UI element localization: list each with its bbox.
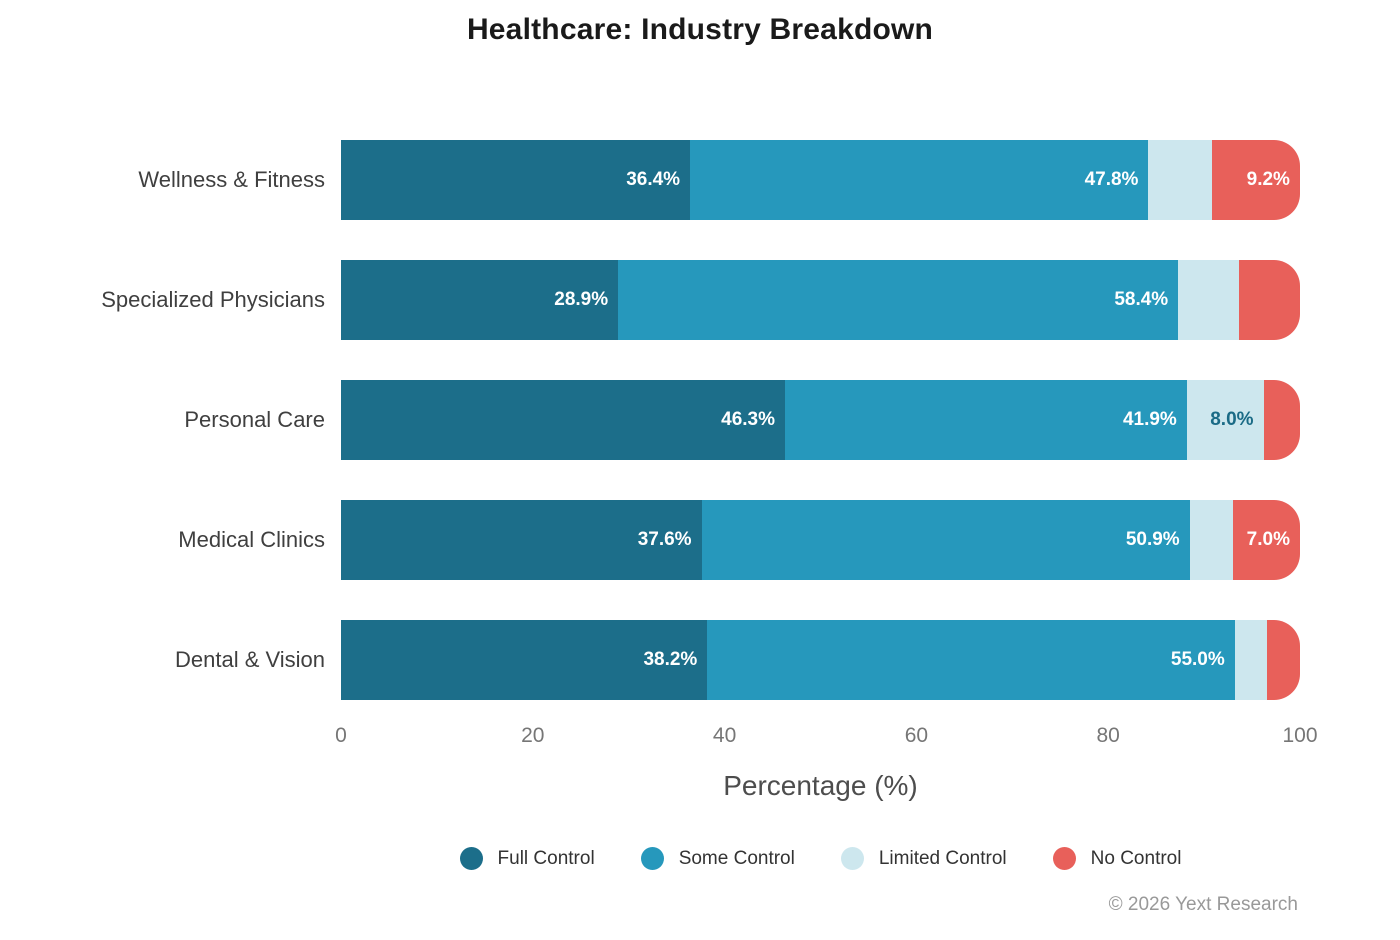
- x-tick: 60: [904, 724, 929, 747]
- bar-segment-no-control: [1263, 380, 1300, 460]
- bar-segment-some-control: 41.9%: [785, 380, 1187, 460]
- x-tick: 20: [521, 724, 545, 747]
- bar-value-label: 9.2%: [1246, 169, 1290, 190]
- legend-item-no-control: No Control: [1052, 847, 1182, 870]
- copyright-note: © 2026 Yext Research: [1108, 894, 1298, 915]
- legend-label: Full Control: [497, 847, 595, 869]
- category-label: Wellness & Fitness: [138, 167, 325, 192]
- bar-segment-limited-control: [1178, 260, 1239, 340]
- legend-item-limited-control: Limited Control: [840, 847, 1007, 870]
- stacked-bar: 37.6% 50.9% 7.0%: [341, 500, 1300, 580]
- x-tick: 80: [1096, 724, 1120, 747]
- bar-value-label: 46.3%: [721, 409, 776, 430]
- bar-segment-limited-control: 8.0%: [1186, 380, 1264, 460]
- legend-item-some-control: Some Control: [640, 847, 795, 870]
- x-axis-label: Percentage (%): [723, 770, 918, 801]
- bar-value-label: 28.9%: [554, 289, 609, 310]
- x-tick: 40: [712, 724, 737, 747]
- category-label: Personal Care: [184, 407, 325, 432]
- bar-segment-limited-control: [1234, 620, 1268, 700]
- x-tick: 0: [335, 724, 347, 747]
- bar-segment-limited-control: [1189, 500, 1233, 580]
- bar-segment-some-control: 58.4%: [618, 260, 1179, 340]
- bar-row: Dental & Vision 38.2% 55.0%: [0, 620, 1300, 700]
- bar-value-label: 47.8%: [1084, 169, 1139, 190]
- bar-segment-full-control: 37.6%: [341, 500, 702, 580]
- bar-segment-full-control: 36.4%: [341, 140, 691, 220]
- legend-item-full-control: Full Control: [459, 847, 595, 870]
- legend-label: Limited Control: [878, 847, 1007, 869]
- bar-segment-no-control: [1238, 260, 1300, 340]
- bar-segment-some-control: 50.9%: [701, 500, 1190, 580]
- legend-swatch-full-control: [459, 847, 483, 870]
- bar-value-label: 55.0%: [1170, 649, 1225, 670]
- bar-value-label: 36.4%: [626, 169, 681, 190]
- bar-segment-full-control: 28.9%: [341, 260, 619, 340]
- legend-swatch-limited-control: [840, 847, 864, 870]
- stacked-bar: 38.2% 55.0%: [341, 620, 1300, 700]
- x-axis: 0 20 40 60 80 100: [335, 724, 1317, 752]
- bar-value-label: 58.4%: [1114, 289, 1169, 310]
- bar-value-label: 38.2%: [643, 649, 698, 670]
- bar-row: Personal Care 46.3% 41.9% 8.0%: [0, 380, 1300, 460]
- category-label: Dental & Vision: [174, 647, 325, 672]
- bar-row: Wellness & Fitness 36.4% 47.8% 9.2%: [0, 140, 1300, 220]
- bar-segment-no-control: [1267, 620, 1300, 700]
- bar-segment-some-control: 47.8%: [690, 140, 1149, 220]
- bar-value-label: 41.9%: [1122, 409, 1177, 430]
- bar-segment-no-control: 9.2%: [1211, 140, 1300, 220]
- category-label: Specialized Physicians: [101, 287, 325, 312]
- chart-title: Healthcare: Industry Breakdown: [466, 13, 934, 46]
- legend-swatch-no-control: [1052, 847, 1076, 870]
- category-label: Medical Clinics: [178, 527, 325, 552]
- bar-row: Specialized Physicians 28.9% 58.4%: [0, 260, 1300, 340]
- bar-row: Medical Clinics 37.6% 50.9% 7.0%: [0, 500, 1300, 580]
- legend-label: No Control: [1090, 847, 1182, 869]
- legend-label: Some Control: [678, 847, 795, 869]
- bar-value-label: 50.9%: [1125, 529, 1180, 550]
- bar-segment-no-control: 7.0%: [1232, 500, 1300, 580]
- bar-segment-some-control: 55.0%: [707, 620, 1235, 700]
- bar-segment-full-control: 46.3%: [341, 380, 786, 460]
- bar-chart-plot-area: Wellness & Fitness 36.4% 47.8% 9.2% Speciali…: [0, 140, 1300, 740]
- stacked-bar: 36.4% 47.8% 9.2%: [341, 140, 1300, 220]
- legend: Full Control Some Control Limited Control N…: [341, 847, 1300, 870]
- stacked-bar: 46.3% 41.9% 8.0%: [341, 380, 1300, 460]
- bar-segment-limited-control: [1148, 140, 1212, 220]
- x-tick: 100: [1282, 724, 1318, 747]
- legend-swatch-some-control: [640, 847, 664, 870]
- bar-value-label: 8.0%: [1210, 409, 1254, 430]
- stacked-bar: 28.9% 58.4%: [341, 260, 1300, 340]
- bar-value-label: 37.6%: [637, 529, 692, 550]
- bar-segment-full-control: 38.2%: [341, 620, 708, 700]
- bar-value-label: 7.0%: [1246, 529, 1290, 550]
